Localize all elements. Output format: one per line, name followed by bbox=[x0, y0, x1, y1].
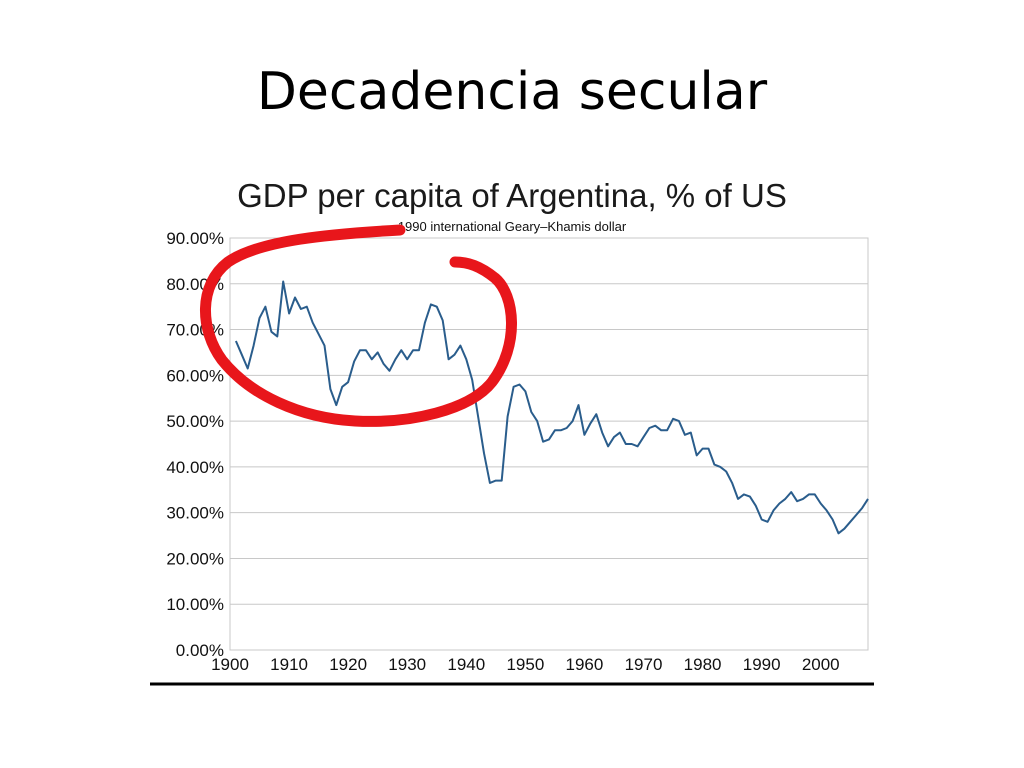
series-line bbox=[234, 280, 869, 535]
y-tick-label: 30.00% bbox=[166, 504, 224, 523]
chart-title: GDP per capita of Argentina, % of US bbox=[237, 177, 787, 214]
x-tick-label: 2000 bbox=[802, 655, 840, 674]
x-tick-label: 1970 bbox=[625, 655, 663, 674]
y-tick-label: 20.00% bbox=[166, 549, 224, 568]
x-tick-label: 1960 bbox=[566, 655, 604, 674]
x-axis-ticks: 1900 1910 1920 1930 1940 1950 1960 1970 1980 1990… bbox=[211, 655, 840, 674]
chart-subtitle: 1990 international Geary–Khamis dollar bbox=[398, 219, 627, 234]
y-axis-ticks: 0.00% 10.00% 20.00% 30.00% 40.00% 50.00% 60.00… bbox=[166, 229, 224, 660]
y-tick-label: 60.00% bbox=[166, 366, 224, 385]
x-tick-label: 1900 bbox=[211, 655, 249, 674]
y-tick-label: 90.00% bbox=[166, 229, 224, 248]
y-tick-label: 40.00% bbox=[166, 458, 224, 477]
x-tick-label: 1910 bbox=[270, 655, 308, 674]
x-tick-label: 1930 bbox=[388, 655, 426, 674]
x-tick-label: 1940 bbox=[447, 655, 485, 674]
hand-drawn-circle-annotation bbox=[200, 224, 517, 427]
x-tick-label: 1980 bbox=[684, 655, 722, 674]
y-tick-label: 10.00% bbox=[166, 595, 224, 614]
x-tick-label: 1990 bbox=[743, 655, 781, 674]
y-tick-label: 50.00% bbox=[166, 412, 224, 431]
x-tick-label: 1950 bbox=[506, 655, 544, 674]
y-tick-label: 0.00% bbox=[176, 641, 224, 660]
plot-area bbox=[229, 237, 869, 651]
slide-title: Decadencia secular bbox=[256, 62, 768, 122]
gridlines bbox=[230, 237, 868, 651]
x-tick-label: 1920 bbox=[329, 655, 367, 674]
